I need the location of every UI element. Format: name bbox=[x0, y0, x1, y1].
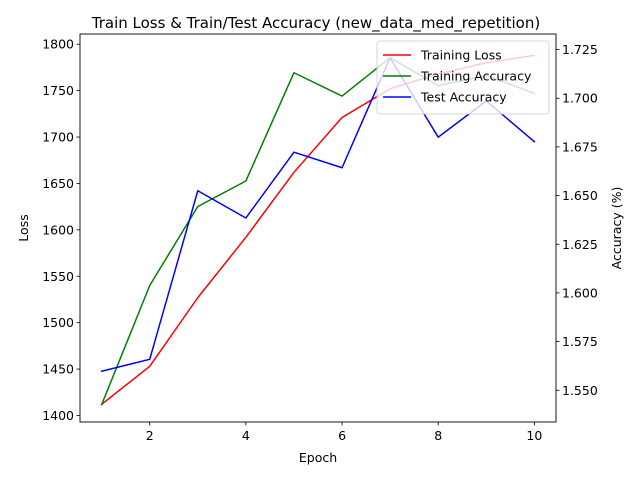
y-left-tick-label: 1450 bbox=[42, 362, 74, 377]
y-axis-left: 1400 1450 1500 1550 1600 1650 1700 1750 1800 bbox=[42, 37, 80, 423]
x-tick-label: 10 bbox=[526, 428, 542, 443]
y-right-tick-label: 1.650 bbox=[562, 188, 598, 203]
y-right-tick-label: 1.625 bbox=[562, 237, 598, 252]
x-tick-label: 6 bbox=[338, 428, 346, 443]
y-right-tick-label: 1.550 bbox=[562, 383, 598, 398]
y-left-tick-label: 1800 bbox=[42, 37, 74, 52]
y-axis-left-label: Loss bbox=[16, 214, 31, 241]
y-right-tick-label: 1.700 bbox=[562, 91, 598, 106]
y-right-tick-label: 1.725 bbox=[562, 42, 598, 57]
y-left-tick-label: 1550 bbox=[42, 269, 74, 284]
x-tick-label: 8 bbox=[434, 428, 442, 443]
y-axis-right-label: Accuracy (%) bbox=[609, 187, 624, 270]
legend-box bbox=[376, 40, 550, 115]
y-left-tick-label: 1500 bbox=[42, 315, 74, 330]
x-tick-label: 2 bbox=[146, 428, 154, 443]
plot-frame bbox=[79, 33, 557, 423]
x-axis: 2 4 6 8 10 bbox=[146, 422, 542, 443]
legend-label-training-accuracy: Training Accuracy bbox=[420, 69, 532, 84]
x-tick-label: 4 bbox=[242, 428, 250, 443]
legend-label-test-accuracy: Test Accuracy bbox=[420, 90, 507, 105]
x-axis-label: Epoch bbox=[299, 450, 337, 465]
series-line-test-accuracy bbox=[100, 57, 536, 373]
y-left-tick-label: 1750 bbox=[42, 83, 74, 98]
y-left-tick-label: 1700 bbox=[42, 130, 74, 145]
chart-title: Train Loss & Train/Test Accuracy (new_da… bbox=[91, 14, 540, 33]
y-right-tick-label: 1.600 bbox=[562, 285, 598, 300]
y-left-tick-label: 1600 bbox=[42, 222, 74, 237]
y-right-tick-label: 1.575 bbox=[562, 334, 598, 349]
y-right-tick-label: 1.675 bbox=[562, 139, 598, 154]
y-left-tick-label: 1400 bbox=[42, 408, 74, 423]
y-left-tick-label: 1650 bbox=[42, 176, 74, 191]
legend-label-training-loss: Training Loss bbox=[420, 48, 502, 63]
y-axis-right: 1.550 1.575 1.600 1.625 1.650 1.675 1.700 1.725 bbox=[556, 42, 598, 398]
legend: Training Loss Training Accuracy Test Accur… bbox=[376, 40, 550, 115]
